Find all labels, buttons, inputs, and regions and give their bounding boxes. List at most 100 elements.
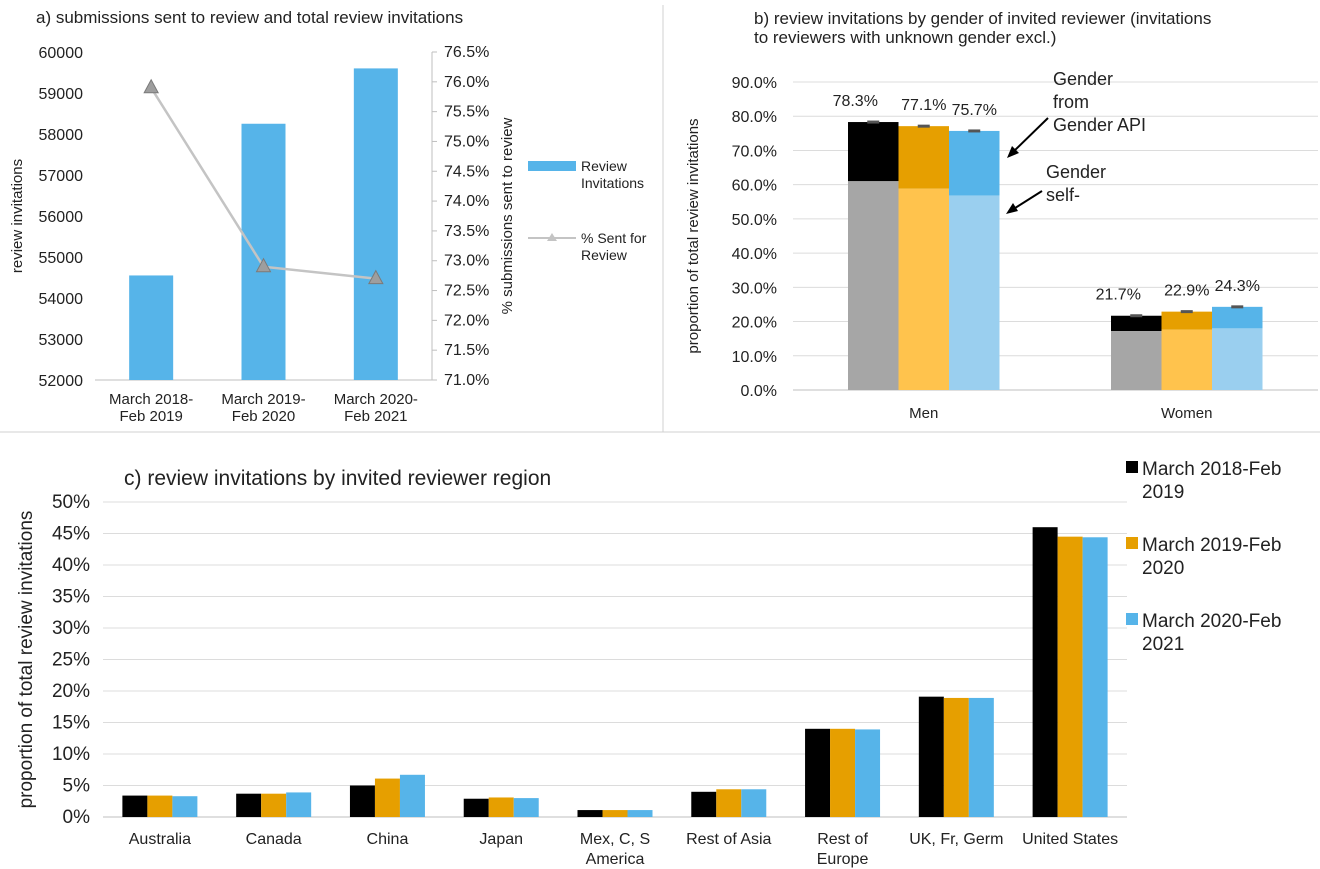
panel-c-x-tick-label: Canada	[246, 831, 302, 848]
panel-c-bar	[122, 795, 148, 817]
panel-a-bar	[129, 275, 174, 380]
panel-b-x-tick-label: Women	[1161, 405, 1212, 422]
panel-a-x-tick-label: March 2020-	[334, 391, 418, 408]
panel-c-x-tick-label: Australia	[129, 831, 191, 848]
panel-c-x-tick-label: Rest of	[817, 831, 868, 848]
panel-c-bar	[374, 778, 400, 817]
panel-a-y-tick-label: 59000	[39, 86, 84, 103]
panel-a-y2-tick-label: 75.0%	[444, 133, 489, 150]
panel-c-bar	[147, 795, 173, 817]
panel-c-x-tick-label: UK, Fr, Germ	[909, 831, 1003, 848]
panel-c-y-tick-label: 35%	[52, 587, 90, 608]
panel-b-bar-gender-api	[898, 126, 949, 189]
panel-b-bar-self-reported	[1161, 329, 1212, 390]
panel-c-legend-label: 2020	[1142, 558, 1184, 579]
panel-a-line-marker	[255, 257, 272, 273]
panel-b-data-label: 77.1%	[901, 97, 946, 114]
panel-a-y2-tick-label: 73.0%	[444, 253, 489, 270]
panel-c-bar	[1057, 536, 1083, 817]
panel-c-x-tick-label: Mex, C, S	[580, 831, 650, 848]
panel-a-x-tick-label: Feb 2020	[232, 408, 295, 425]
panel-b-bar-self-reported	[1111, 331, 1162, 390]
panel-b-bar-self-reported	[949, 195, 1000, 390]
panel-a-y2-tick-label: 74.5%	[444, 163, 489, 180]
panel-c-y-tick-label: 15%	[52, 713, 90, 734]
panel-c-bar	[716, 789, 742, 817]
panel-c-bar	[1082, 537, 1108, 817]
panel-c-bar	[805, 728, 831, 817]
panel-c-y-tick-label: 30%	[52, 618, 90, 639]
panel-c-bar	[261, 793, 287, 817]
panel-c-bar	[627, 810, 653, 817]
panel-b-chart: b) review invitations by gender of invit…	[685, 9, 1318, 422]
panel-a-x-tick-label: Feb 2021	[344, 408, 407, 425]
panel-c-legend-swatch	[1126, 613, 1138, 625]
panel-c-bar	[577, 810, 603, 817]
panel-a-bar	[241, 123, 286, 380]
panel-c-bar	[399, 774, 425, 817]
panel-a-y2-tick-label: 76.0%	[444, 74, 489, 91]
panel-c-bar	[1032, 527, 1058, 817]
panel-a-y2-tick-label: 72.5%	[444, 283, 489, 300]
panel-c-bar	[513, 798, 539, 817]
panel-c-bar	[918, 696, 944, 817]
panel-a-line-marker	[143, 78, 160, 94]
panel-c-x-tick-label: America	[586, 851, 645, 868]
panel-b-x-tick-label: Men	[909, 405, 938, 422]
panel-a-y-tick-label: 58000	[39, 127, 84, 144]
panel-b-data-label: 75.7%	[952, 102, 997, 119]
panel-a-y2-tick-label: 75.5%	[444, 104, 489, 121]
panel-c-y-tick-label: 45%	[52, 524, 90, 545]
panel-b-y-tick-label: 20.0%	[732, 315, 777, 332]
panel-b-annotation-gender-api: from	[1053, 92, 1089, 112]
panel-c-x-tick-label: Japan	[479, 831, 523, 848]
panel-b-bar-gender-api	[1161, 311, 1212, 330]
panel-b-title: to reviewers with unknown gender excl.)	[754, 28, 1056, 47]
panel-c-bar	[488, 797, 514, 817]
panel-a-y-tick-label: 55000	[39, 250, 84, 267]
panel-b-bar-self-reported	[898, 188, 949, 390]
panel-b-data-label: 22.9%	[1164, 283, 1209, 300]
panel-b-y-tick-label: 0.0%	[741, 383, 777, 400]
panel-b-title: b) review invitations by gender of invit…	[754, 9, 1211, 28]
panel-b-data-label: 78.3%	[833, 93, 878, 110]
panel-c-legend-label: 2019	[1142, 482, 1184, 503]
panel-b-annotation-self-reported: Gender	[1046, 162, 1106, 182]
panel-a-legend-bar-label: Review	[581, 158, 628, 174]
panel-a-y-tick-label: 53000	[39, 332, 84, 349]
panel-b-arrowhead-self-reported	[1006, 203, 1018, 214]
panel-a-legend-bar-label: Invitations	[581, 175, 644, 191]
panel-b-y-tick-label: 90.0%	[732, 75, 777, 92]
panel-a-x-tick-label: Feb 2019	[119, 408, 182, 425]
panel-c-y-tick-label: 25%	[52, 650, 90, 671]
panel-a-y2-tick-label: 73.5%	[444, 223, 489, 240]
panel-b-bar-self-reported	[1212, 328, 1263, 390]
panel-a-y2-tick-label: 71.0%	[444, 372, 489, 389]
panel-b-data-label: 21.7%	[1096, 287, 1141, 304]
panel-a-y2-tick-label: 72.0%	[444, 312, 489, 329]
panel-c-chart: c) review invitations by invited reviewe…	[16, 459, 1281, 868]
panel-c-y-axis-label: proportion of total review invitations	[16, 511, 37, 809]
panel-c-bar	[172, 796, 198, 817]
panel-a-bar	[353, 68, 398, 381]
panel-c-y-tick-label: 50%	[52, 492, 90, 513]
panel-a-x-tick-label: March 2019-	[221, 391, 305, 408]
panel-a-legend-line-marker	[547, 233, 557, 241]
panel-c-legend-label: 2021	[1142, 634, 1184, 655]
panel-c-legend-label: March 2020-Feb	[1142, 611, 1281, 632]
panel-c-legend-label: March 2019-Feb	[1142, 535, 1281, 556]
panel-c-y-tick-label: 10%	[52, 744, 90, 765]
panel-b-y-tick-label: 70.0%	[732, 143, 777, 160]
panel-a-legend-line-label: Review	[581, 247, 628, 263]
panel-c-bar	[943, 697, 969, 817]
panel-c-bar	[830, 728, 856, 817]
panel-c-legend-label: March 2018-Feb	[1142, 459, 1281, 480]
panel-c-y-tick-label: 20%	[52, 681, 90, 702]
panel-b-bar-gender-api	[1111, 315, 1162, 332]
panel-c-bar	[602, 810, 628, 817]
panel-b-bar-gender-api	[949, 130, 1000, 196]
panel-b-y-tick-label: 10.0%	[732, 349, 777, 366]
panel-a-legend-bar-swatch	[528, 161, 576, 171]
panel-b-arrow-self-reported	[1011, 190, 1043, 211]
